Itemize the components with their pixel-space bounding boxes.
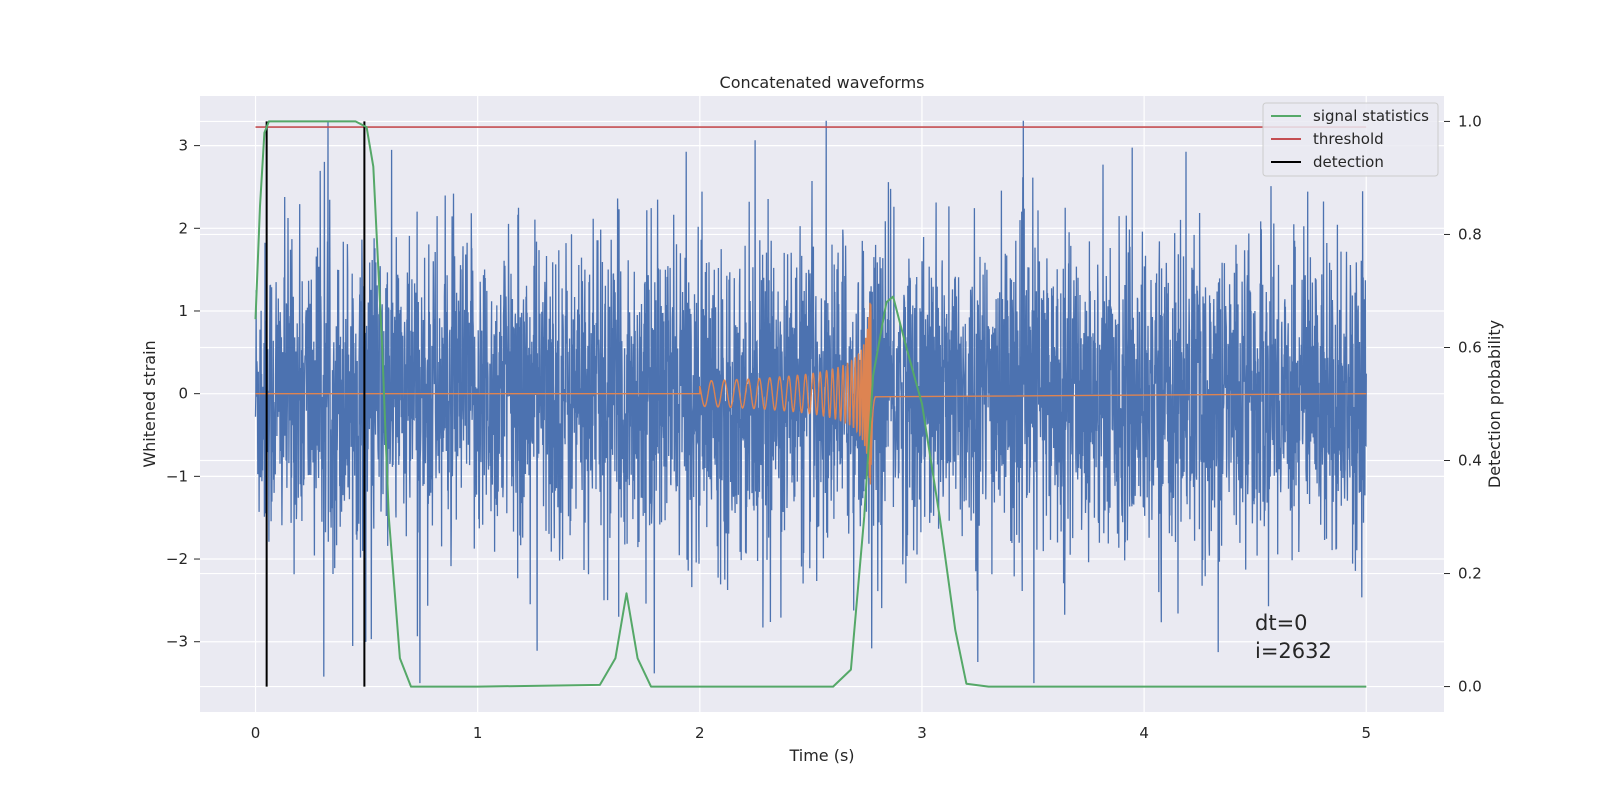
legend-label-detection: detection — [1313, 153, 1384, 171]
y-tick-label-right: 0.0 — [1458, 678, 1482, 696]
x-tick-label: 5 — [1361, 724, 1371, 742]
y-tick-label-left: 0 — [178, 385, 188, 403]
annotation-i: i=2632 — [1255, 639, 1332, 663]
y-tick-label-right: 0.6 — [1458, 338, 1482, 356]
y-tick-label-right: 1.0 — [1458, 112, 1482, 130]
injected-waveform-line — [255, 302, 1367, 485]
injected-waveform-series — [255, 302, 1367, 485]
legend-label-signal-statistics: signal statistics — [1313, 107, 1429, 125]
legend-label-threshold: threshold — [1313, 130, 1384, 148]
legend: signal statistics threshold detection — [1262, 102, 1439, 177]
x-tick-label: 3 — [917, 724, 927, 742]
y-tick-label-right: 0.8 — [1458, 225, 1482, 243]
whitened-strain-line — [254, 120, 1367, 684]
y-tick-label-left: 2 — [178, 219, 188, 237]
ticks: 0 1 2 3 4 5 −3 −2 −1 0 1 2 3 0.0 0.2 0.4 0.6 0.8 1.0 — [166, 112, 1482, 742]
y-tick-label-right: 0.4 — [1458, 452, 1482, 470]
y-tick-label-left: 3 — [178, 137, 188, 155]
x-axis-label: Time (s) — [788, 746, 854, 765]
detection-series — [265, 121, 366, 687]
y-tick-label-left: −2 — [166, 550, 188, 568]
y-tick-label-left: 1 — [178, 302, 188, 320]
annotation-dt: dt=0 — [1255, 611, 1308, 635]
y-tick-label-left: −1 — [166, 467, 188, 485]
x-tick-label: 4 — [1139, 724, 1149, 742]
signal-statistics-line — [254, 120, 1367, 688]
y-tick-label-left: −3 — [166, 633, 188, 651]
whitened-strain-series — [254, 120, 1367, 684]
signal-statistics-series — [254, 120, 1367, 688]
chart-title: Concatenated waveforms — [720, 73, 925, 92]
legend-box — [1262, 102, 1439, 177]
y-tick-label-right: 0.2 — [1458, 565, 1482, 583]
x-tick-label: 1 — [473, 724, 483, 742]
y-axis-label-right: Detection probability — [1485, 320, 1504, 488]
y-axis-label-left: Whitened strain — [140, 340, 159, 467]
x-tick-label: 2 — [695, 724, 705, 742]
x-tick-label: 0 — [251, 724, 261, 742]
